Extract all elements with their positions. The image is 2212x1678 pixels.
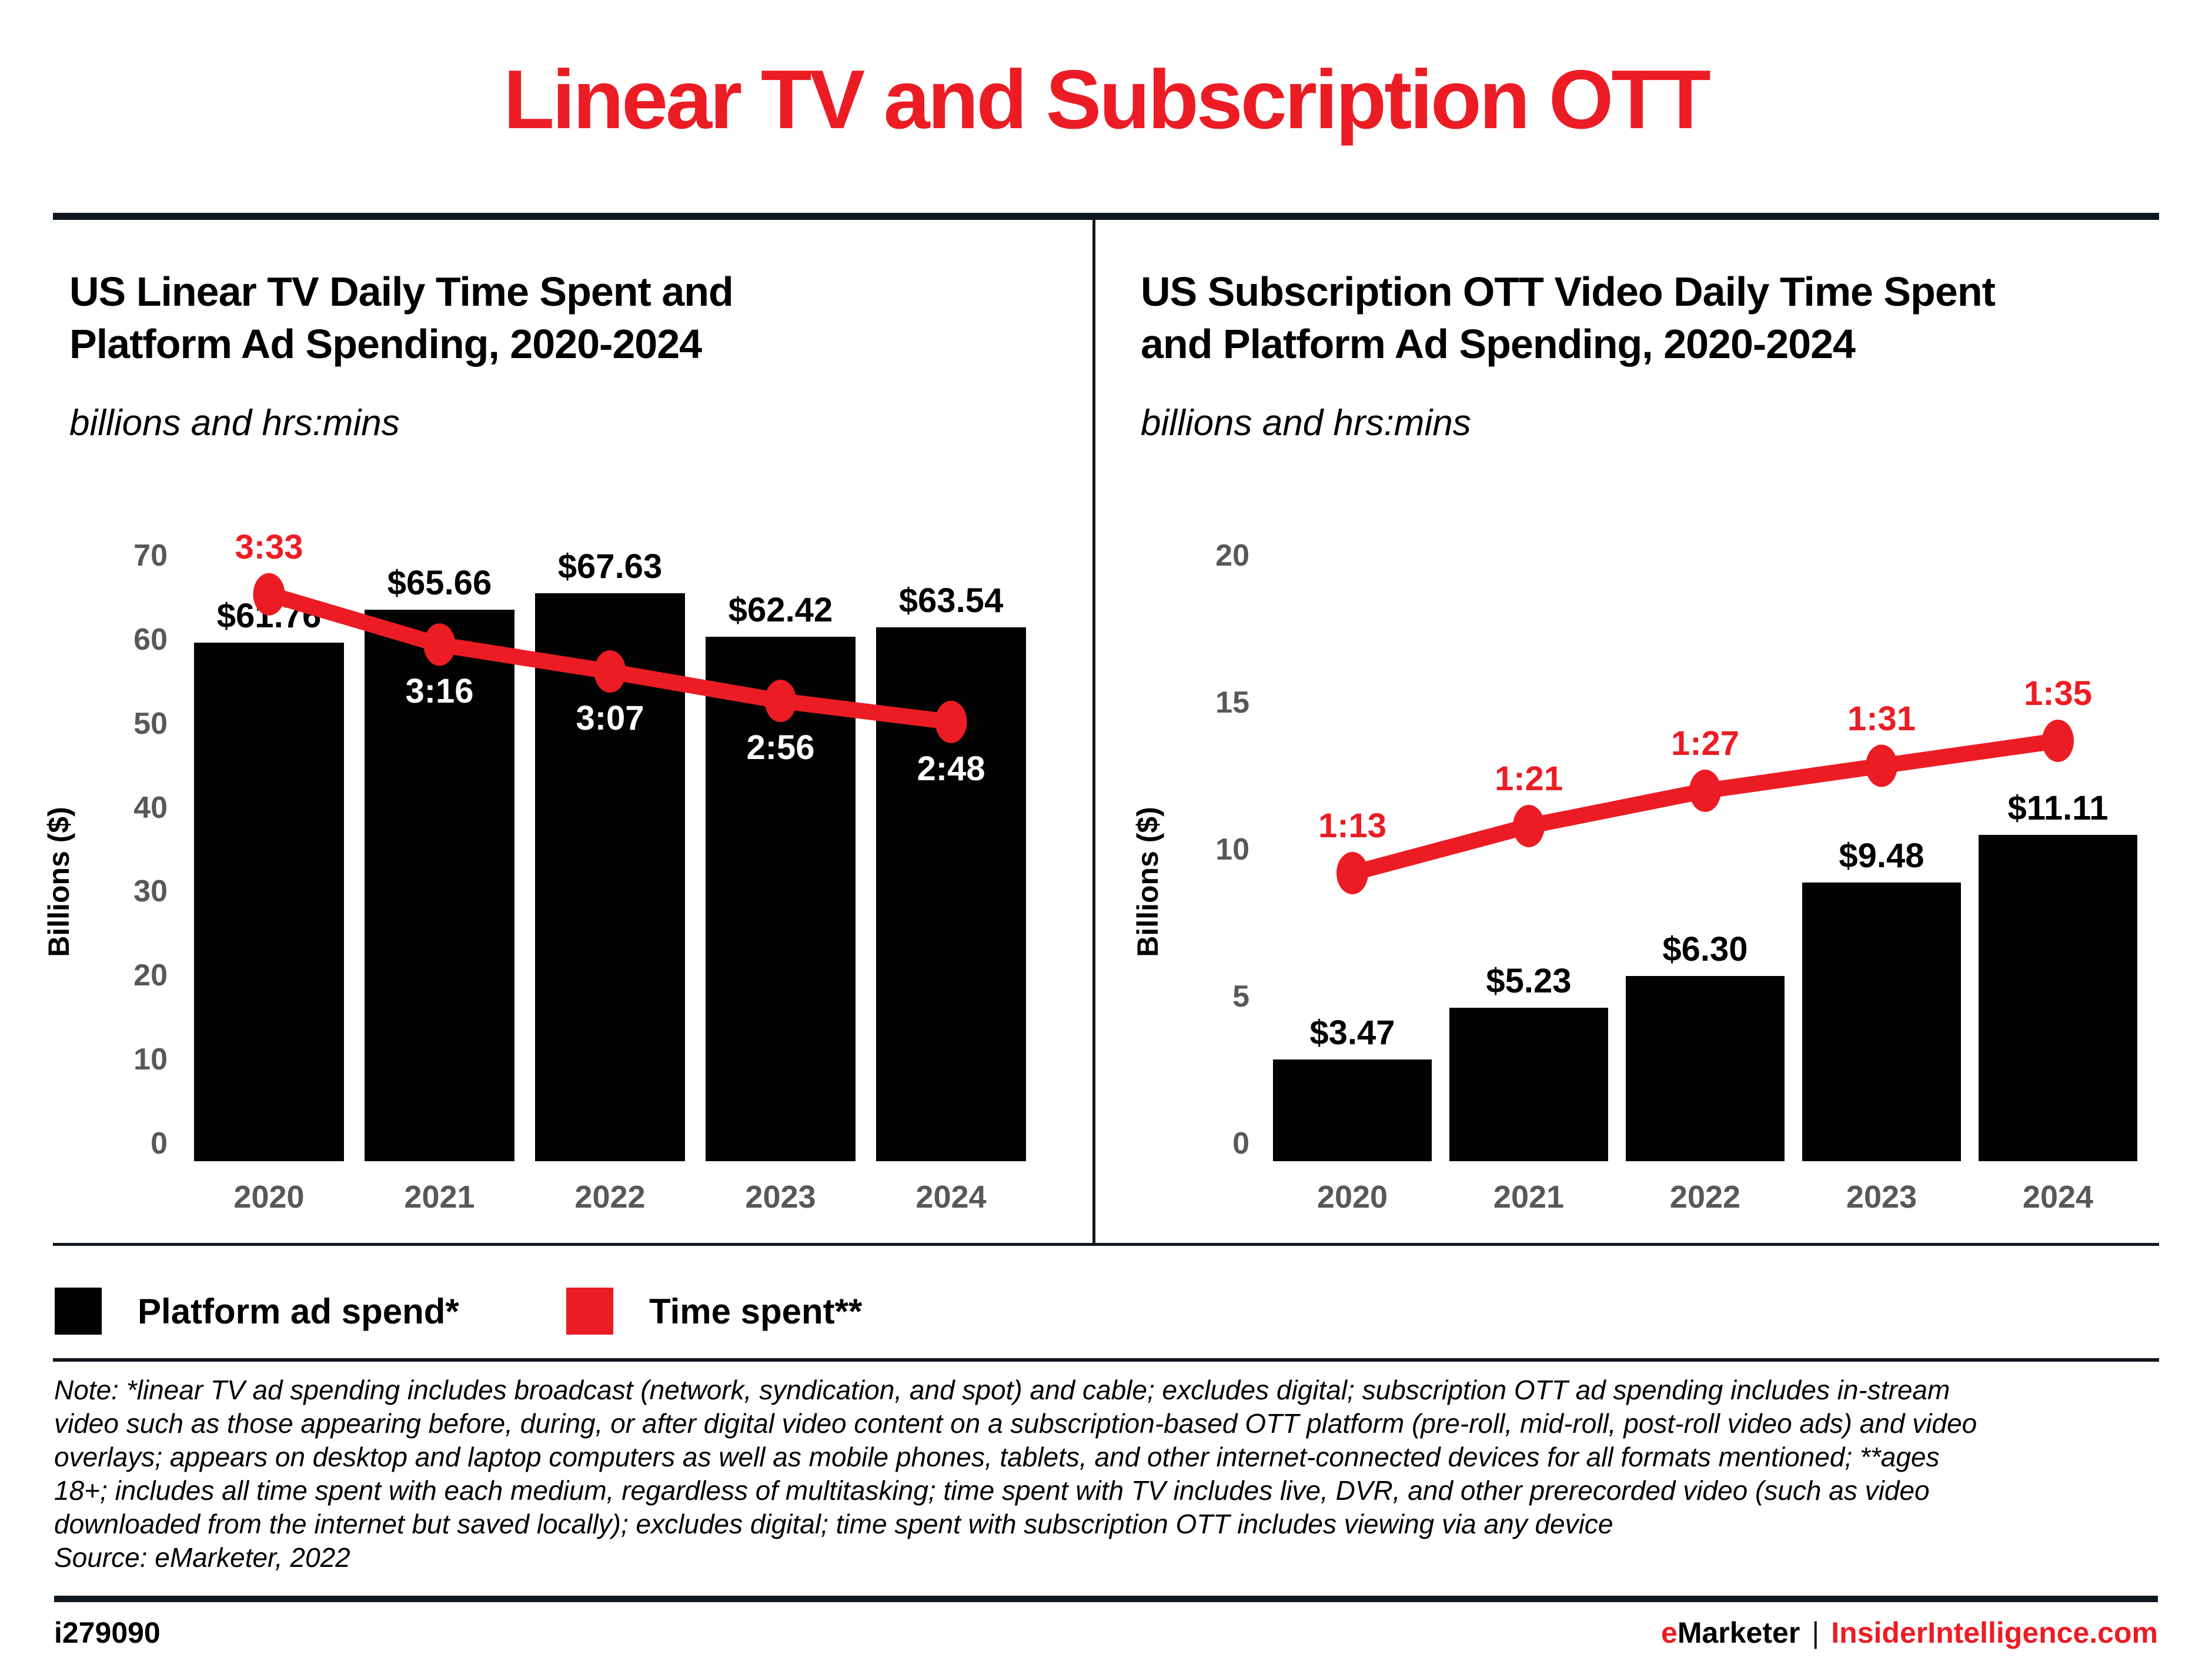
linear-tv-time-value-2024: 2:48 <box>917 749 985 788</box>
brand-site-link: InsiderIntelligence.com <box>1831 1616 2158 1649</box>
subscription-ott-x-label-2021: 2021 <box>1493 1179 1565 1215</box>
ott-chart-units: billions and hrs:mins <box>1141 403 1471 443</box>
subscription-ott-time-spent-point-2023 <box>1866 744 1897 787</box>
subscription-ott-bar-value-2024: $11.11 <box>2007 788 2109 827</box>
linear-tv-chart-title-line2: Platform Ad Spending, 2020-2024 <box>69 321 702 367</box>
subscription-ott-time-value-2020: 1:13 <box>1318 807 1387 845</box>
linear-tv-y-tick-70: 70 <box>133 539 168 573</box>
linear-tv-bar-2020 <box>194 642 344 1161</box>
linear-tv-x-label-2020: 2020 <box>233 1179 305 1215</box>
linear-tv-bar-2024 <box>876 627 1026 1161</box>
ott-chart-title: US Subscription OTT Video Daily Time Spe… <box>1141 266 1996 370</box>
subscription-ott-time-spent-point-2021 <box>1513 805 1545 847</box>
subscription-ott-y-tick-5: 5 <box>1232 980 1249 1014</box>
subscription-ott-y-tick-20: 20 <box>1215 539 1249 573</box>
subscription-ott-time-spent-point-2022 <box>1689 770 1721 812</box>
linear-tv-x-label-2023: 2023 <box>745 1179 816 1215</box>
linear-tv-chart-units: billions and hrs:mins <box>69 403 400 443</box>
subscription-ott-x-label-2023: 2023 <box>1846 1179 1917 1215</box>
page-title: Linear TV and Subscription OTT <box>503 53 1711 146</box>
subscription-ott-time-spent-point-2020 <box>1336 852 1368 894</box>
linear-tv-bar-2023 <box>706 637 856 1161</box>
subscription-ott-y-tick-0: 0 <box>1232 1127 1249 1161</box>
subscription-ott-time-value-2023: 1:31 <box>1847 699 1916 738</box>
footnote-line: 18+; includes all time spent with each m… <box>54 1475 1930 1506</box>
subscription-ott-x-label-2024: 2024 <box>2022 1179 2094 1215</box>
title-divider <box>53 213 2159 220</box>
linear-tv-bar-value-2022: $67.63 <box>557 547 663 586</box>
linear-tv-bar-value-2024: $63.54 <box>898 581 1004 620</box>
brand-emarketer-rest: Marketer <box>1677 1616 1800 1649</box>
subscription-ott-bar-2024 <box>1979 834 2137 1161</box>
subscription-ott-bar-2022 <box>1626 976 1785 1161</box>
brand: eMarketer | InsiderIntelligence.com <box>1661 1616 2158 1650</box>
linear-tv-chart-title: US Linear TV Daily Time Spent and Platfo… <box>69 266 734 370</box>
subscription-ott-x-label-2022: 2022 <box>1669 1179 1741 1215</box>
platform-ad-spend-legend-label: Platform ad spend* <box>138 1292 459 1331</box>
linear-tv-chart-title-line1: US Linear TV Daily Time Spent and <box>69 269 734 315</box>
subscription-ott-x-label-2020: 2020 <box>1316 1179 1388 1215</box>
linear-tv-y-tick-20: 20 <box>133 958 168 993</box>
charts-vertical-divider <box>1092 220 1095 1243</box>
linear-tv-time-value-2020: 3:33 <box>235 527 303 566</box>
linear-tv-x-label-2024: 2024 <box>915 1179 987 1215</box>
time-spent-swatch <box>566 1288 613 1335</box>
time-spent-legend-label: Time spent** <box>649 1292 863 1331</box>
linear-tv-y-tick-40: 40 <box>133 790 168 825</box>
subscription-ott-time-value-2022: 1:27 <box>1670 724 1740 763</box>
footnote-line: Note: *linear TV ad spending includes br… <box>54 1375 1950 1405</box>
footnote-line: downloaded from the internet but saved l… <box>54 1509 1613 1539</box>
subscription-ott-bar-2021 <box>1449 1007 1608 1161</box>
subscription-ott-bar-value-2020: $3.47 <box>1309 1013 1395 1052</box>
linear-tv-bar-value-2020: $61.76 <box>216 596 322 635</box>
subscription-ott-time-spent-point-2024 <box>2042 720 2074 762</box>
linear-tv-y-tick-50: 50 <box>133 706 168 741</box>
footnote-line: video such as those appearing before, du… <box>54 1408 1977 1439</box>
linear-tv-time-value-2021: 3:16 <box>405 672 474 711</box>
subscription-ott-bar-2020 <box>1273 1059 1432 1161</box>
subscription-ott-bar-value-2022: $6.30 <box>1662 930 1748 968</box>
subscription-ott-time-value-2021: 1:21 <box>1494 760 1563 798</box>
subscription-ott-y-tick-15: 15 <box>1215 686 1249 720</box>
linear-tv-x-label-2022: 2022 <box>574 1179 646 1215</box>
charts-bottom-divider <box>53 1243 2159 1246</box>
brand-emarketer-e: e <box>1661 1616 1678 1649</box>
linear-tv-bar-2022 <box>535 593 685 1161</box>
subscription-ott-time-value-2024: 1:35 <box>2023 674 2093 713</box>
brand-separator: | <box>1812 1616 1820 1649</box>
source-line: Source: eMarketer, 2022 <box>54 1542 350 1573</box>
subscription-ott-bar-value-2023: $9.48 <box>1839 837 1924 875</box>
linear-tv-y-tick-0: 0 <box>151 1127 168 1161</box>
linear-tv-y-tick-10: 10 <box>133 1042 168 1077</box>
footnote-line: overlays; appears on desktop and laptop … <box>54 1442 1940 1472</box>
linear-tv-x-label-2021: 2021 <box>404 1179 475 1215</box>
note-divider <box>53 1358 2159 1362</box>
linear-tv-y-tick-30: 30 <box>133 874 168 909</box>
subscription-ott-bar-value-2021: $5.23 <box>1486 961 1572 1000</box>
subscription-ott-bar-2023 <box>1802 883 1961 1161</box>
ott-chart-title-line1: US Subscription OTT Video Daily Time Spe… <box>1141 269 1996 315</box>
linear-tv-y-tick-60: 60 <box>133 622 168 657</box>
linear-tv-time-value-2022: 3:07 <box>576 699 644 738</box>
platform-ad-spend-swatch <box>55 1288 102 1335</box>
chart-id: i279090 <box>54 1616 161 1649</box>
footer-divider <box>54 1596 2158 1602</box>
linear-tv-time-value-2023: 2:56 <box>746 728 815 767</box>
subscription-ott-y-tick-10: 10 <box>1215 833 1249 867</box>
footnote: Note: *linear TV ad spending includes br… <box>54 1373 2159 1575</box>
ott-chart-title-line2: and Platform Ad Spending, 2020-2024 <box>1141 321 1856 367</box>
